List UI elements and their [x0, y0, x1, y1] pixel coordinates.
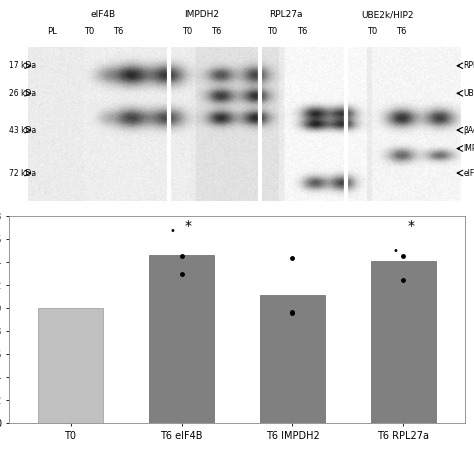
Text: T0: T0	[267, 27, 278, 36]
Text: 17 kDa: 17 kDa	[9, 61, 36, 70]
Text: •: •	[290, 254, 295, 264]
Text: T0: T0	[84, 27, 94, 36]
Text: •: •	[170, 226, 175, 236]
Text: T6: T6	[113, 27, 124, 36]
Bar	[149, 255, 214, 423]
Text: βActin: βActin	[464, 126, 474, 135]
Text: RPL27a: RPL27a	[269, 10, 303, 19]
Text: eIF4B: eIF4B	[464, 168, 474, 177]
Text: eIF4B: eIF4B	[90, 10, 115, 19]
Text: T6: T6	[397, 27, 407, 36]
Text: T6: T6	[211, 27, 222, 36]
Text: UBE2k/HIP2: UBE2k/HIP2	[464, 89, 474, 98]
Text: T0: T0	[182, 27, 192, 36]
Text: *: *	[185, 219, 191, 233]
Text: *: *	[408, 219, 415, 233]
Text: T6: T6	[297, 27, 307, 36]
Text: •: •	[393, 246, 399, 256]
Text: RPL27a: RPL27a	[464, 61, 474, 70]
Text: IMPDH2: IMPDH2	[464, 144, 474, 153]
Bar	[260, 294, 325, 423]
Text: 43 kDa: 43 kDa	[9, 126, 36, 135]
Text: 26 kDa: 26 kDa	[9, 89, 36, 98]
Text: PL: PL	[47, 27, 57, 36]
Text: T0: T0	[367, 27, 377, 36]
Bar	[371, 261, 436, 423]
Text: IMPDH2: IMPDH2	[184, 10, 219, 19]
Bar	[38, 308, 103, 423]
Text: UBE2k/HIP2: UBE2k/HIP2	[361, 10, 413, 19]
Text: 72 kDa: 72 kDa	[9, 168, 36, 177]
